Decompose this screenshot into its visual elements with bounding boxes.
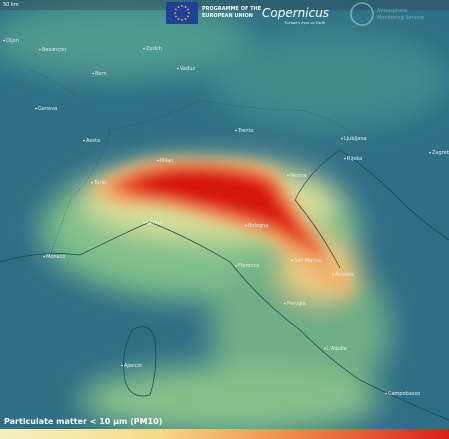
place-dot	[83, 139, 85, 142]
place-label: Ljubljana	[344, 136, 367, 142]
place-label: Florence	[238, 263, 259, 269]
place-label: Trento	[237, 128, 254, 134]
place-label: Ajaccio	[124, 363, 142, 369]
place-dot	[332, 273, 334, 276]
place-label: San Marino	[294, 258, 322, 264]
eu-star	[188, 12, 190, 14]
eu-star	[187, 15, 189, 18]
place-dot	[235, 129, 237, 132]
eu-star	[177, 6, 180, 8]
place-label: Zurich	[146, 46, 162, 52]
place-label: Campobasso	[388, 391, 420, 397]
place-dot	[245, 224, 247, 227]
copernicus-logo: Copernicus	[262, 6, 329, 20]
coastline	[0, 149, 449, 421]
place-dot	[287, 174, 289, 177]
place-label: Milan	[160, 158, 173, 164]
place-label: Dijon	[6, 38, 19, 44]
place-label: Besançon	[42, 47, 66, 53]
place-dot	[143, 47, 145, 50]
place-dot	[91, 181, 93, 184]
place-label: Vaduz	[180, 66, 195, 72]
place-dot	[385, 392, 387, 395]
eu-star	[184, 18, 187, 20]
eu-stars	[174, 5, 190, 21]
place-label: Monaco	[46, 254, 65, 260]
place-dot	[43, 255, 45, 258]
place-label: L'Aquila	[327, 346, 347, 352]
place-dot	[341, 137, 343, 140]
eu-star	[187, 8, 189, 11]
place-dot	[39, 48, 41, 51]
place-dot	[121, 364, 123, 367]
eu-star	[181, 5, 183, 7]
place-dot	[35, 107, 37, 110]
place-dot	[284, 302, 286, 305]
place-label: Bologna	[248, 223, 268, 229]
eu-flag	[166, 2, 198, 24]
place-dot	[3, 39, 5, 42]
copernicus-tagline: Europe's eyes on Earth	[285, 21, 325, 25]
place-label: Bern	[95, 71, 107, 77]
legend-title: Particulate matter < 10 µm (PM10)	[4, 417, 162, 426]
service-logo	[350, 2, 374, 26]
place-dot	[429, 151, 431, 154]
service-text: Atmosphere	[377, 8, 407, 14]
pm-plume	[90, 158, 352, 295]
place-label: Rijeka	[347, 156, 362, 162]
eu-star	[174, 12, 176, 14]
eu-text: EUROPEAN UNION	[202, 13, 253, 19]
eu-star	[175, 8, 177, 11]
place-label: Perugia	[287, 301, 306, 307]
top-band	[0, 0, 449, 10]
place-dot	[177, 67, 179, 70]
legend-bar	[0, 429, 449, 439]
place-dot	[143, 221, 145, 224]
place-label: Turin	[93, 180, 106, 186]
place-label: Venice	[290, 173, 307, 179]
eu-star	[175, 15, 177, 18]
eu-star	[184, 6, 187, 8]
place-dot	[291, 259, 293, 262]
eu-star	[177, 18, 180, 20]
place-dot	[324, 347, 326, 350]
place-dot	[344, 157, 346, 160]
place-dot	[92, 72, 94, 75]
scale-label: 50 km	[3, 2, 19, 8]
place-labels: Dijon Besançon Zurich Vaduz Bern Geneva Aosta M…	[3, 38, 449, 397]
place-dot	[235, 264, 237, 267]
borders	[29, 69, 361, 256]
place-label: Zagreb	[432, 150, 449, 156]
service-text: Monitoring Service	[377, 15, 424, 21]
place-dot	[157, 159, 159, 162]
eu-text: PROGRAMME OF THE	[202, 6, 262, 12]
eu-star	[181, 19, 183, 21]
place-label: Ancona	[335, 272, 354, 278]
place-label: Aosta	[86, 138, 100, 144]
place-label: Geneva	[38, 106, 57, 112]
place-label: Genoa	[146, 220, 162, 226]
